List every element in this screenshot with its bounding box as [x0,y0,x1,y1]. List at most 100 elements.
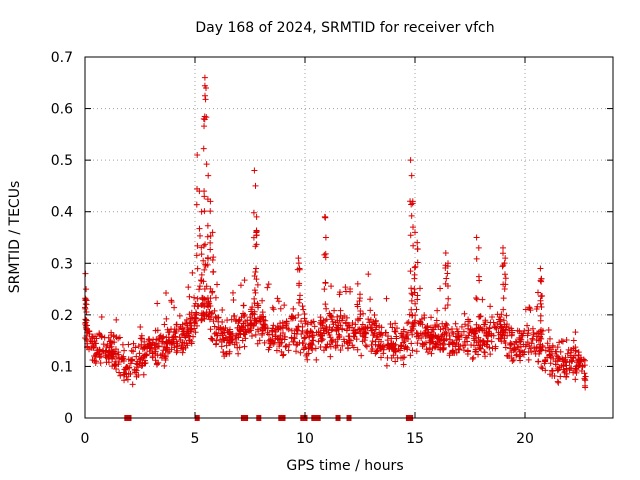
data-point [510,357,517,364]
data-point [334,336,341,343]
data-point [238,314,245,321]
data-point [179,349,186,356]
data-point [500,295,507,302]
data-point [124,364,131,371]
data-point [392,320,399,327]
data-point [537,347,544,354]
data-point [339,342,346,349]
data-point [194,151,201,158]
data-point [424,322,431,329]
data-point [199,296,206,303]
data-point [549,367,556,374]
y-tick-label: 0.1 [51,359,73,375]
data-point [129,356,136,363]
data-point [279,329,286,336]
data-point [265,281,272,288]
data-point [274,323,281,330]
data-point [393,333,400,340]
data-point [546,335,553,342]
data-point [184,328,191,335]
data-point [223,351,230,358]
data-point [236,344,243,351]
data-point [408,340,415,347]
data-point [219,306,226,313]
data-point [372,341,379,348]
data-point [322,343,329,350]
data-point [191,325,198,332]
data-point [410,224,417,231]
data-point [445,260,451,267]
data-point [106,344,113,351]
data-point [201,188,208,195]
data-point [384,354,391,361]
data-point [86,346,93,353]
data-point [196,232,203,239]
data-point [228,316,235,323]
data-point [138,363,145,370]
data-point [473,321,480,328]
data-point [272,329,279,336]
data-point [177,337,184,344]
data-point [310,332,317,339]
data-point [492,324,499,331]
data-point [225,338,232,345]
data-point [252,289,259,296]
data-point [273,347,280,354]
data-point [158,335,165,342]
data-point [179,331,186,338]
data-point [408,285,415,292]
data-point [374,333,381,340]
data-point [127,360,134,367]
data-point [292,315,299,322]
data-point [400,361,407,368]
data-point [281,302,288,309]
data-point [569,357,576,364]
data-point [524,322,531,329]
data-point [161,321,168,328]
data-point [462,321,469,328]
data-point [192,329,199,336]
data-point [383,362,390,369]
data-point [191,294,198,301]
data-point [142,360,149,367]
data-point [201,286,208,293]
data-point [336,289,343,296]
data-point [359,321,366,328]
data-point [298,318,305,325]
data-point [136,350,143,357]
y-tick-label: 0.5 [51,153,73,169]
data-point [150,336,157,343]
data-point [157,352,164,359]
data-point [331,307,338,314]
data-points [81,74,589,421]
data-point [408,212,415,219]
data-point [475,325,482,332]
data-point [168,340,175,347]
data-point [411,285,418,292]
data-point [517,352,524,359]
data-point [411,264,418,271]
data-point [546,351,553,358]
data-point [251,167,258,174]
data-point [473,295,480,302]
data-point [571,352,578,359]
data-point [202,96,209,103]
data-point [209,309,216,316]
data-point [278,339,285,346]
data-point [207,239,214,246]
data-point [96,354,103,361]
data-point [285,347,292,354]
data-point [411,271,418,278]
data-point [164,349,171,356]
data-point [269,325,276,332]
data-point [514,327,521,334]
data-point [349,319,356,326]
data-point [96,330,103,337]
data-point [503,312,510,319]
y-axis-label: SRMTID / TECUs [7,181,23,294]
data-point [203,84,209,91]
data-point [408,290,415,297]
data-point [201,193,208,200]
data-point [538,304,545,311]
data-point [241,311,248,318]
